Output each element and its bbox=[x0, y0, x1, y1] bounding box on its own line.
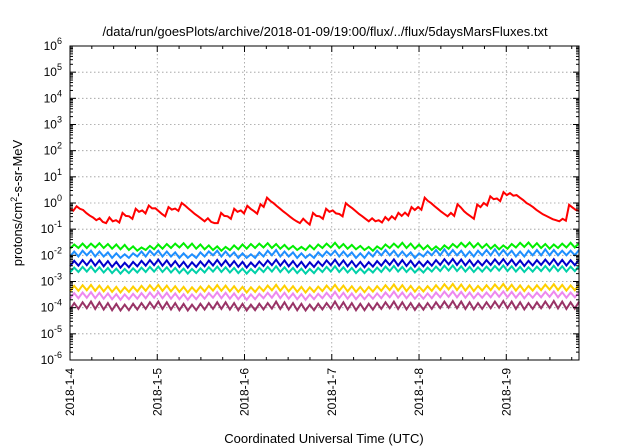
y-tick-label: 101 bbox=[44, 167, 62, 184]
series-line-4 bbox=[69, 263, 580, 276]
y-tick-exponent: 5 bbox=[57, 62, 62, 72]
x-tick-label: 2018-1-5 bbox=[150, 368, 164, 416]
y-tick-exponent: -3 bbox=[54, 272, 62, 282]
y-tick-base: 10 bbox=[41, 353, 55, 367]
x-tick-labels: 2018-1-4 2018-1-5 2018-1-6 2018-1-7 2018-1-8… bbox=[63, 368, 513, 416]
y-tick-base: 10 bbox=[41, 222, 55, 236]
y-tick-label: 10-2 bbox=[41, 245, 62, 262]
y-tick-base: 10 bbox=[44, 144, 58, 158]
series-line-1 bbox=[69, 241, 580, 253]
series-line-3 bbox=[69, 257, 580, 270]
y-tick-base: 10 bbox=[44, 118, 58, 132]
y-tick-label: 104 bbox=[44, 88, 62, 105]
x-tick-label: 2018-1-7 bbox=[325, 368, 339, 416]
y-tick-base: 10 bbox=[41, 327, 55, 341]
chart-title: /data/run/goesPlots/archive/2018-01-09/1… bbox=[102, 24, 548, 39]
y-tick-exponent: 3 bbox=[57, 115, 62, 125]
y-tick-labels: 10-610-510-410-310-210-11001011021031041… bbox=[41, 36, 62, 367]
y-tick-base: 10 bbox=[44, 91, 58, 105]
y-axis-label: protons/cm2-s-sr-MeV bbox=[9, 139, 25, 266]
y-axis-label-rest: -s-sr-MeV bbox=[10, 139, 25, 196]
y-tick-label: 106 bbox=[44, 36, 62, 53]
y-tick-label: 102 bbox=[44, 141, 62, 158]
y-tick-label: 10-6 bbox=[41, 350, 62, 367]
x-tick-label: 2018-1-8 bbox=[412, 368, 426, 416]
y-tick-exponent: -1 bbox=[54, 219, 62, 229]
series-line-7 bbox=[69, 299, 580, 313]
x-tick-label: 2018-1-6 bbox=[238, 368, 252, 416]
y-tick-label: 100 bbox=[44, 193, 62, 210]
ticks-layer bbox=[69, 45, 579, 361]
y-tick-base: 10 bbox=[41, 301, 55, 315]
series-line-0 bbox=[69, 190, 580, 227]
y-tick-base: 10 bbox=[44, 39, 58, 53]
series-line-6 bbox=[69, 289, 580, 302]
x-tick-label: 2018-1-9 bbox=[499, 368, 513, 416]
x-axis-label: Coordinated Universal Time (UTC) bbox=[224, 431, 423, 446]
series-line-2 bbox=[69, 247, 580, 260]
series-layer bbox=[69, 190, 580, 313]
y-axis-label-base: protons/cm bbox=[10, 202, 25, 266]
y-tick-label: 10-1 bbox=[41, 219, 62, 236]
y-tick-exponent: 4 bbox=[57, 88, 62, 98]
y-tick-label: 10-3 bbox=[41, 272, 62, 289]
y-tick-base: 10 bbox=[41, 275, 55, 289]
y-tick-label: 105 bbox=[44, 62, 62, 79]
y-tick-exponent: 6 bbox=[57, 36, 62, 46]
grid-layer bbox=[70, 46, 579, 360]
y-tick-exponent: 0 bbox=[57, 193, 62, 203]
y-tick-label: 10-4 bbox=[41, 298, 62, 315]
y-tick-exponent: -4 bbox=[54, 298, 62, 308]
x-tick-label: 2018-1-4 bbox=[63, 368, 77, 416]
y-tick-base: 10 bbox=[44, 65, 58, 79]
y-tick-base: 10 bbox=[41, 248, 55, 262]
y-tick-exponent: -5 bbox=[54, 324, 62, 334]
y-tick-exponent: 1 bbox=[57, 167, 62, 177]
y-tick-exponent: -2 bbox=[54, 245, 62, 255]
y-axis-label-sup: 2 bbox=[9, 197, 19, 202]
y-tick-label: 10-5 bbox=[41, 324, 62, 341]
y-tick-exponent: -6 bbox=[54, 350, 62, 360]
y-tick-base: 10 bbox=[44, 170, 58, 184]
y-tick-base: 10 bbox=[44, 196, 58, 210]
y-tick-exponent: 2 bbox=[57, 141, 62, 151]
series-line-5 bbox=[69, 282, 580, 295]
y-tick-label: 103 bbox=[44, 115, 62, 132]
